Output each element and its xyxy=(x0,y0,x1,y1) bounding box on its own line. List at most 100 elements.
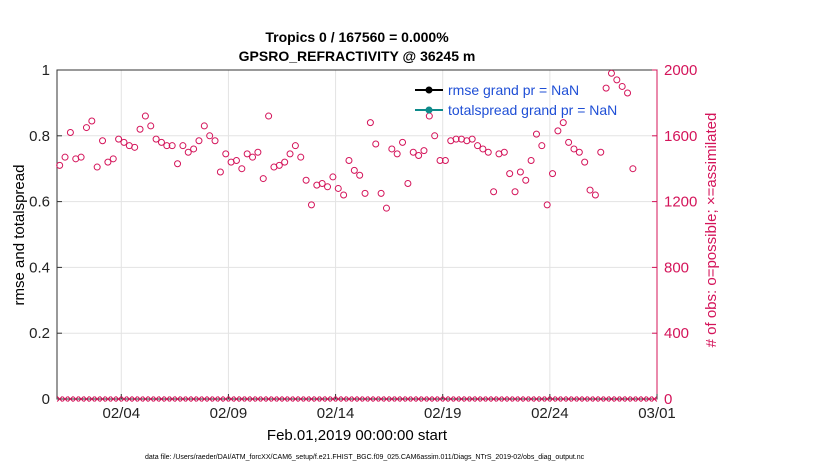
assimilated-point xyxy=(281,396,288,402)
assimilated-point xyxy=(640,396,647,402)
assimilated-point xyxy=(517,396,524,402)
assimilated-point xyxy=(147,396,154,402)
assimilated-point xyxy=(581,396,588,402)
assimilated-point xyxy=(233,396,240,402)
possible-point xyxy=(356,171,364,179)
possible-point xyxy=(452,135,460,143)
assimilated-point xyxy=(297,396,304,402)
assimilated-point xyxy=(249,396,256,402)
assimilated-point xyxy=(426,396,433,402)
assimilated-point xyxy=(399,396,406,402)
assimilated-point xyxy=(571,396,577,402)
possible-point xyxy=(399,138,407,146)
assimilated-point xyxy=(335,396,342,402)
legend: rmse grand pr = NaN totalspread grand pr… xyxy=(415,82,617,118)
assimilated-point xyxy=(431,396,438,402)
possible-point xyxy=(66,129,74,137)
left-tick-label: 0.2 xyxy=(29,325,50,342)
assimilated-point xyxy=(555,396,561,402)
left-tick-label: 1 xyxy=(42,62,50,79)
possible-point xyxy=(61,153,69,161)
assimilated-point xyxy=(142,396,149,402)
x-tick-label: 02/04 xyxy=(103,405,141,422)
possible-point xyxy=(468,135,476,143)
possible-point xyxy=(200,122,208,130)
possible-point xyxy=(629,165,637,173)
possible-point xyxy=(179,142,187,150)
assimilated-point xyxy=(319,396,326,402)
assimilated-point xyxy=(56,396,63,402)
possible-point xyxy=(607,69,615,77)
x-tick-label: 02/19 xyxy=(424,405,462,422)
possible-point xyxy=(613,76,621,84)
assimilated-point xyxy=(271,396,277,402)
x-tick-label: 03/01 xyxy=(638,405,676,422)
possible-point xyxy=(436,156,444,164)
assimilated-point xyxy=(121,396,127,402)
assimilated-point xyxy=(410,396,417,402)
assimilated-point xyxy=(496,396,502,402)
x-tick-label: 02/14 xyxy=(317,405,355,422)
assimilated-point xyxy=(292,396,299,402)
assimilated-point xyxy=(587,396,593,402)
assimilated-point xyxy=(260,396,267,402)
possible-point xyxy=(420,147,428,155)
possible-point xyxy=(195,137,203,145)
possible-point xyxy=(506,170,514,178)
assimilated-point xyxy=(88,396,95,402)
possible-point xyxy=(570,145,578,153)
possible-point xyxy=(318,180,326,188)
possible-point xyxy=(479,145,487,153)
assimilated-point xyxy=(630,396,636,402)
assimilated-point xyxy=(362,396,368,402)
possible-point xyxy=(404,180,412,188)
assimilated-point xyxy=(72,396,79,402)
possible-point xyxy=(575,148,583,156)
assimilated-point xyxy=(651,396,658,402)
possible-point xyxy=(388,145,396,153)
assimilated-point xyxy=(367,396,374,402)
possible-point xyxy=(441,156,449,164)
assimilated-point xyxy=(447,396,454,402)
assimilated-point xyxy=(415,396,422,402)
possible-point xyxy=(581,158,589,166)
left-tick-label: 0.4 xyxy=(29,259,50,276)
chart-title-line2: GPSRO_REFRACTIVITY @ 36245 m xyxy=(239,48,476,64)
possible-point xyxy=(490,188,498,196)
possible-series xyxy=(56,69,637,212)
possible-point xyxy=(93,163,101,171)
possible-point xyxy=(174,160,182,168)
right-tick-label: 1600 xyxy=(664,128,697,145)
possible-point xyxy=(211,137,219,145)
assimilated-point xyxy=(383,396,390,402)
y-axis-right-label: # of obs: o=possible; ×=assimilated xyxy=(703,113,720,348)
possible-point xyxy=(163,142,171,150)
possible-point xyxy=(565,138,573,146)
possible-point xyxy=(350,166,358,174)
assimilated-point xyxy=(437,396,443,402)
assimilated-point xyxy=(126,396,133,402)
possible-point xyxy=(120,138,128,146)
right-tick-label: 2000 xyxy=(664,62,697,79)
assimilated-point xyxy=(324,396,331,402)
chart-title-line1: Tropics 0 / 167560 = 0.000% xyxy=(265,29,449,45)
possible-point xyxy=(190,145,198,153)
assimilated-point xyxy=(592,396,599,402)
left-tick-label: 0.8 xyxy=(29,128,50,145)
possible-point xyxy=(77,153,85,161)
assimilated-point xyxy=(78,396,84,402)
possible-point xyxy=(157,138,165,146)
assimilated-point xyxy=(512,396,518,402)
possible-point xyxy=(484,148,492,156)
assimilated-point xyxy=(131,396,138,402)
assimilated-point xyxy=(538,396,545,402)
assimilated-point xyxy=(351,396,358,402)
assimilated-point xyxy=(67,396,74,402)
assimilated-point xyxy=(619,396,626,402)
legend-totalspread-marker xyxy=(425,106,433,114)
right-tick-label: 1200 xyxy=(664,194,697,211)
possible-point xyxy=(511,188,519,196)
possible-point xyxy=(216,168,224,176)
assimilated-point xyxy=(212,396,218,402)
